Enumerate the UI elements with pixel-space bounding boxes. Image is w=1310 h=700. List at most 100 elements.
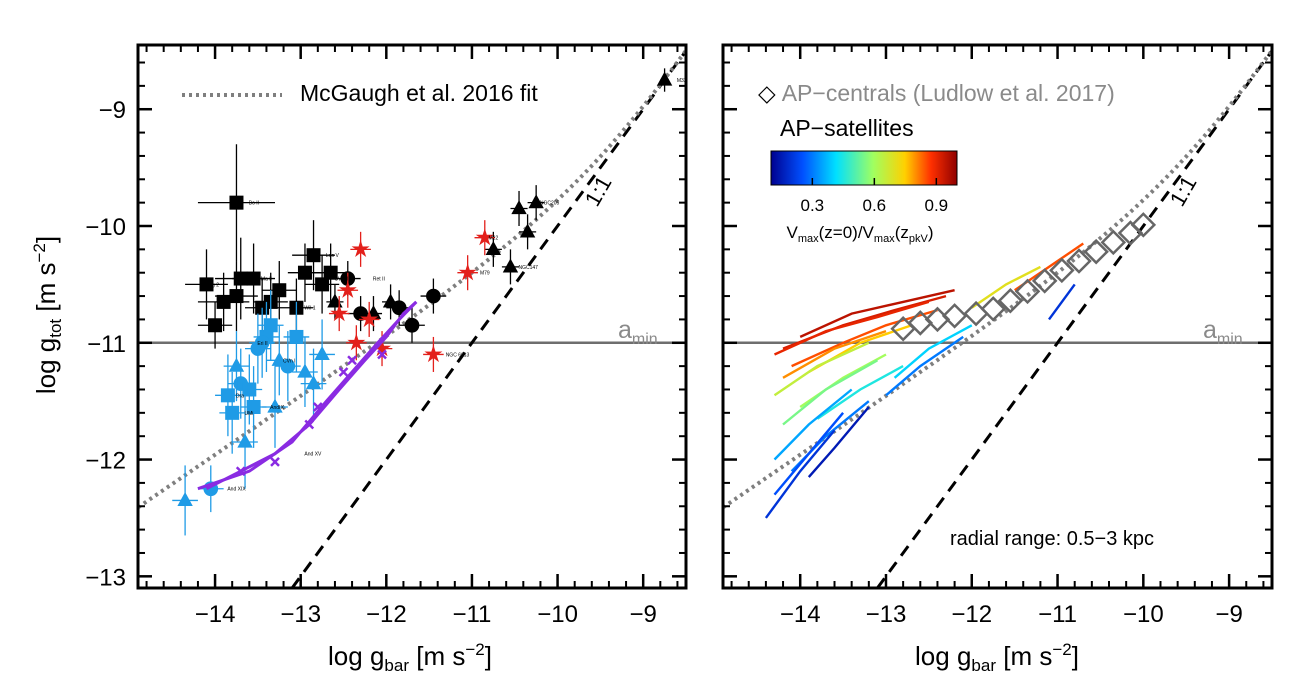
plot-area xyxy=(138,48,686,588)
x-tick-label: −12 xyxy=(366,601,407,628)
y-tick-label: −13 xyxy=(85,564,126,591)
x-tick-label: −14 xyxy=(195,601,236,628)
point-label: M32 xyxy=(677,78,687,84)
star-marker xyxy=(347,333,366,351)
radial-range-annotation: radial range: 0.5−3 kpc xyxy=(950,528,1154,550)
purple-x-marker xyxy=(312,402,323,412)
plot-area xyxy=(723,48,1272,588)
x-tick-label: −10 xyxy=(1123,601,1164,628)
point-label: Bo II xyxy=(249,201,259,207)
point-label: Ret II xyxy=(373,277,385,283)
point-label: And XV xyxy=(304,452,322,458)
right-data-layer xyxy=(723,48,1272,588)
left-axes: −14 −13 −12 −11 −10 −9 −13 −12 −11 −10 −9 xyxy=(85,43,688,628)
purple-x-marker xyxy=(270,457,280,467)
y-tick-label: −10 xyxy=(85,214,126,241)
triangle-marker xyxy=(228,357,245,372)
triangle-marker xyxy=(519,223,536,238)
left-panel: Bo II Seg 2 UMa II Leo V CVn II Wil 1 Ret II M2… xyxy=(30,43,688,675)
satellite-track xyxy=(774,300,930,356)
star-marker xyxy=(373,339,391,357)
point-label: UMa II xyxy=(257,277,272,283)
point-label: M79 xyxy=(480,271,490,277)
central-diamond-marker xyxy=(1066,248,1092,274)
left-data-layer xyxy=(138,48,686,588)
triangle-marker xyxy=(382,293,399,308)
square-marker xyxy=(216,294,231,309)
triangle-marker xyxy=(237,433,253,448)
point-label: CVn I xyxy=(283,358,296,364)
left-legend-label: McGaugh et al. 2016 fit xyxy=(300,80,538,106)
point-label: M22 xyxy=(489,236,499,242)
purple-x-marker xyxy=(338,367,349,377)
circle-marker xyxy=(254,335,270,351)
central-diamond-marker xyxy=(1049,257,1075,284)
one-to-one-line xyxy=(876,48,1272,588)
square-marker xyxy=(208,318,223,333)
point-label: UMi xyxy=(244,411,253,417)
central-diamond-marker xyxy=(1014,278,1041,305)
right-x-axis-label: log gbar [m s−2] xyxy=(915,640,1079,675)
star-marker xyxy=(360,310,379,328)
x-tick-label: −11 xyxy=(1038,601,1077,628)
triangle-marker xyxy=(656,71,673,86)
plot-frame xyxy=(721,43,1274,590)
central-diamond-marker xyxy=(1083,238,1109,265)
x-tick-label: −14 xyxy=(780,601,821,628)
right-amin-label: amin xyxy=(1203,316,1243,348)
central-diamond-marker xyxy=(980,296,1006,322)
triangle-marker xyxy=(511,200,527,215)
satellite-track xyxy=(773,341,870,397)
colorbar-tick-label: 0.3 xyxy=(801,196,825,215)
star-marker xyxy=(475,228,494,246)
purple-x-marker xyxy=(377,349,387,360)
left-one-to-one-label: 1:1 xyxy=(580,172,617,211)
satellite-track xyxy=(807,406,870,478)
square-marker xyxy=(315,277,330,292)
circle-marker xyxy=(280,358,296,374)
point-label: AndIX xyxy=(270,405,284,411)
satellite-track xyxy=(773,388,853,461)
point-label: M2 xyxy=(394,306,401,312)
purple-x-marker xyxy=(347,355,357,366)
colorbar xyxy=(770,150,958,186)
square-marker xyxy=(242,382,257,397)
left-amin-label: amin xyxy=(618,316,658,348)
satellite-track xyxy=(764,429,836,519)
colorbar-label: Vmax(z=0)/Vmax(zpkV) xyxy=(787,223,934,245)
satellites-legend: AP−satellites xyxy=(780,115,914,141)
triangle-marker xyxy=(267,398,283,413)
star-marker xyxy=(330,304,349,322)
central-diamond-marker xyxy=(1130,212,1157,238)
square-marker xyxy=(272,283,287,298)
left-x-axis-label: log gbar [m s−2] xyxy=(328,640,492,675)
square-marker xyxy=(306,248,321,263)
triangle-marker xyxy=(297,363,313,378)
star-marker xyxy=(458,263,477,281)
purple-track xyxy=(205,300,418,491)
satellite-track xyxy=(773,412,845,496)
square-marker xyxy=(323,265,338,280)
square-marker xyxy=(246,400,261,414)
square-marker xyxy=(229,195,244,210)
satellite-track xyxy=(971,265,1041,309)
point-label: Seg 2 xyxy=(206,282,219,288)
square-marker xyxy=(199,277,214,292)
triangle-marker xyxy=(327,293,343,308)
x-tick-label: −9 xyxy=(630,601,657,628)
point-label: Leo V xyxy=(326,253,340,259)
right-one-to-one-label: 1:1 xyxy=(1165,172,1202,211)
circle-marker xyxy=(404,317,420,333)
square-marker xyxy=(246,271,261,286)
square-marker xyxy=(263,318,278,333)
colorbar-ticks: 0.3 0.6 0.9 xyxy=(801,178,948,215)
plot-frame xyxy=(136,43,688,590)
purple-x-marker xyxy=(304,419,315,430)
left-point-labels: Bo II Seg 2 UMa II Leo V CVn II Wil 1 Ret II M2… xyxy=(182,78,687,493)
x-tick-label: −12 xyxy=(951,601,992,628)
satellite-track xyxy=(791,308,938,368)
x-tick-label: −10 xyxy=(537,601,578,628)
point-label: NGC 6613 xyxy=(446,352,470,358)
satellite-track xyxy=(816,365,904,420)
